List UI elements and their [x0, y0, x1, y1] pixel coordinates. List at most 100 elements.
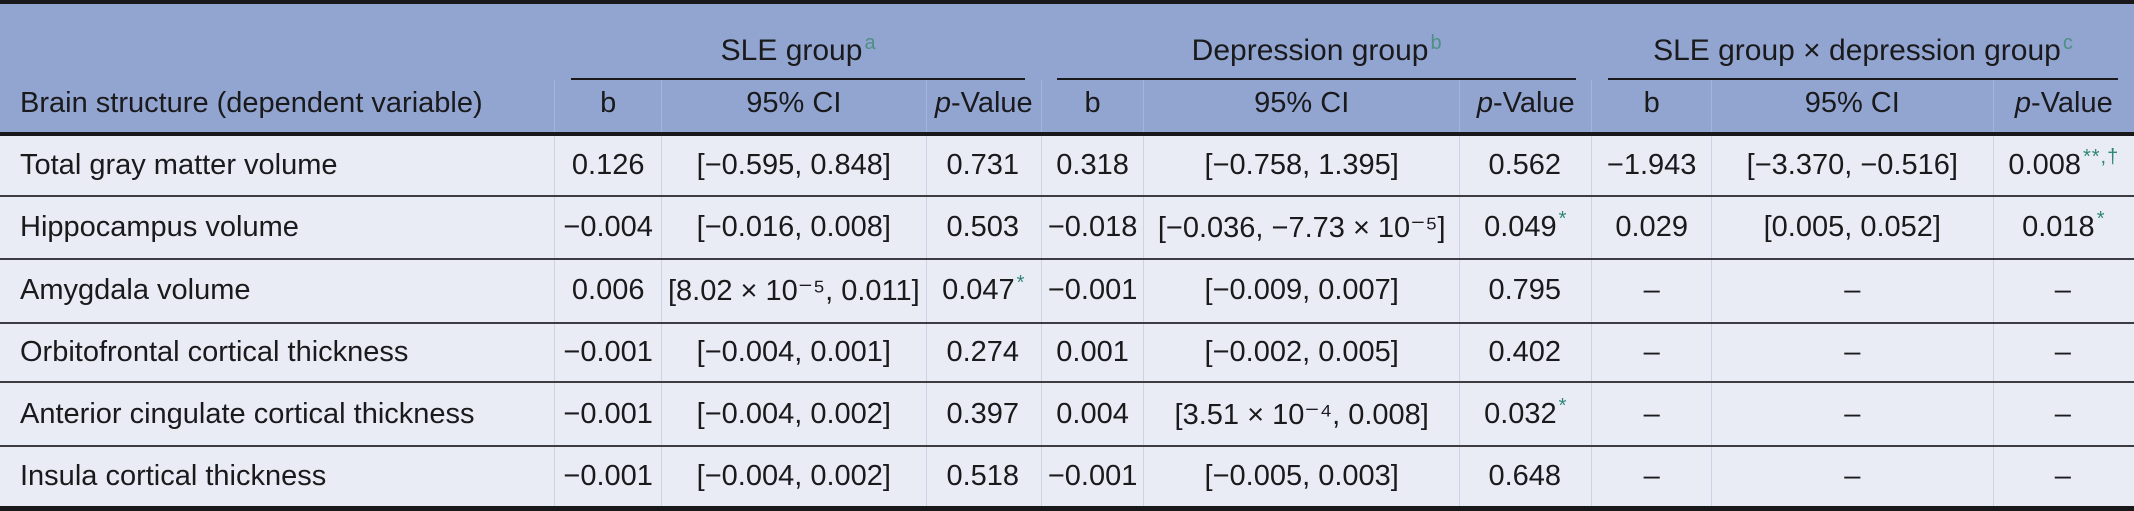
p-value: 0.731 [946, 148, 1020, 181]
row-label: Orbitofrontal cortical thickness [0, 322, 555, 384]
cell-ci-interaction: – [1710, 322, 1994, 384]
cell-p-sle: 0.518 [925, 445, 1042, 509]
group-header-interaction: SLE group × depression group c [1591, 2, 2134, 80]
significance-marker: * [1016, 271, 1026, 294]
column-header-structure: Brain structure (dependent variable) [0, 80, 555, 136]
table-row: Hippocampus volume −0.004 [−0.016, 0.008… [0, 195, 2134, 261]
cell-b-depression: −0.001 [1040, 445, 1144, 509]
group-header-row: SLE group a Depression group b SLE group ×… [0, 2, 2134, 80]
cell-ci-interaction: [−3.370, −0.516] [1710, 134, 1994, 197]
cell-ci-depression: [−0.036, −7.73 × 10⁻⁵] [1143, 195, 1460, 261]
significance-marker: * [1558, 208, 1568, 231]
table-row: Total gray matter volume 0.126 [−0.595, … [0, 134, 2134, 197]
p-value: 0.795 [1488, 274, 1562, 307]
column-header-ci-sle: 95% CI [661, 80, 927, 136]
cell-b-interaction: – [1591, 445, 1712, 509]
footnote-marker-a: a [864, 32, 876, 54]
p-value: 0.402 [1488, 335, 1562, 368]
group-label-sle: SLE group [720, 34, 863, 67]
p-value: 0.274 [946, 335, 1020, 368]
cell-b-interaction: – [1591, 382, 1712, 447]
cell-b-sle: −0.004 [554, 195, 662, 261]
p-italic: p [1476, 86, 1493, 119]
group-label-interaction: SLE group × depression group [1653, 34, 2061, 67]
table-row: Anterior cingulate cortical thickness −0… [0, 382, 2134, 447]
table-row: Insula cortical thickness −0.001 [−0.004… [0, 445, 2134, 509]
column-header-ci-interaction: 95% CI [1710, 80, 1994, 136]
cell-b-sle: 0.126 [554, 134, 662, 197]
cell-p-interaction: 0.018 * [1992, 195, 2134, 261]
significance-marker: * [2096, 208, 2106, 231]
group-label-depression: Depression group [1191, 34, 1429, 67]
table-row: Orbitofrontal cortical thickness −0.001 … [0, 322, 2134, 384]
cell-p-depression: 0.648 [1459, 445, 1592, 509]
p-italic: p [934, 86, 951, 119]
p-italic: p [2014, 86, 2032, 119]
cell-b-sle: −0.001 [554, 382, 662, 447]
column-header-row: Brain structure (dependent variable) b 9… [0, 80, 2134, 136]
p-value: 0.047 [942, 274, 1015, 307]
cell-b-depression: 0.001 [1040, 322, 1144, 384]
p-value: 0.518 [946, 459, 1020, 492]
cell-p-interaction: – [1992, 322, 2134, 384]
cell-b-depression: 0.004 [1040, 382, 1144, 447]
group-header-depression: Depression group b [1041, 2, 1592, 80]
cell-ci-depression: [−0.005, 0.003] [1143, 445, 1460, 509]
cell-ci-depression: [−0.758, 1.395] [1143, 134, 1460, 197]
cell-b-sle: −0.001 [554, 322, 662, 384]
cell-p-sle: 0.274 [925, 322, 1042, 384]
cell-b-interaction: – [1591, 322, 1712, 384]
cell-p-interaction: – [1992, 445, 2134, 509]
p-value: 0.562 [1488, 148, 1562, 181]
cell-p-depression: 0.402 [1459, 322, 1592, 384]
cell-ci-interaction: – [1710, 445, 1994, 509]
p-value: 0.397 [946, 397, 1020, 430]
p-value: – [2054, 459, 2071, 492]
p-value: – [2054, 397, 2071, 430]
p-value: 0.008 [2008, 148, 2081, 181]
footnote-marker-c: c [2062, 32, 2073, 54]
group-header-sle: SLE group a [554, 2, 1042, 80]
column-header-p-interaction: p-Value [1992, 80, 2134, 136]
footnote-marker-b: b [1430, 32, 1442, 54]
p-value: 0.032 [1484, 397, 1557, 430]
cell-b-depression: 0.318 [1040, 134, 1144, 197]
cell-ci-sle: [−0.004, 0.002] [661, 382, 927, 447]
cell-p-depression: 0.032 * [1459, 382, 1592, 447]
row-label: Insula cortical thickness [0, 445, 555, 509]
table-body: Total gray matter volume 0.126 [−0.595, … [0, 134, 2134, 509]
p-value: 0.049 [1484, 210, 1557, 243]
cell-b-interaction: 0.029 [1591, 195, 1712, 261]
significance-marker: **,† [2082, 146, 2120, 169]
cell-p-sle: 0.047 * [925, 259, 1042, 324]
p-rest: -Value [950, 86, 1033, 119]
cell-p-depression: 0.562 [1459, 134, 1592, 197]
cell-ci-depression: [−0.002, 0.005] [1143, 322, 1460, 384]
cell-ci-depression: [−0.009, 0.007] [1143, 259, 1460, 324]
column-header-b-sle: b [554, 80, 662, 136]
column-header-p-sle: p-Value [925, 80, 1042, 136]
cell-p-interaction: – [1992, 382, 2134, 447]
cell-ci-sle: [8.02 × 10⁻⁵, 0.011] [661, 259, 927, 324]
p-value: – [2054, 274, 2071, 307]
p-value: – [2054, 335, 2071, 368]
cell-b-depression: −0.001 [1040, 259, 1144, 324]
cell-p-sle: 0.397 [925, 382, 1042, 447]
column-header-b-depression: b [1040, 80, 1144, 136]
cell-ci-sle: [−0.004, 0.001] [661, 322, 927, 384]
cell-p-depression: 0.049 * [1459, 195, 1592, 261]
row-label: Amygdala volume [0, 259, 555, 324]
cell-b-sle: 0.006 [554, 259, 662, 324]
cell-b-interaction: −1.943 [1591, 134, 1712, 197]
cell-ci-interaction: – [1710, 259, 1994, 324]
cell-ci-interaction: [0.005, 0.052] [1710, 195, 1994, 261]
cell-p-sle: 0.731 [925, 134, 1042, 197]
cell-ci-sle: [−0.595, 0.848] [661, 134, 927, 197]
p-rest: -Value [1493, 86, 1575, 119]
cell-p-depression: 0.795 [1459, 259, 1592, 324]
significance-marker: * [1558, 395, 1568, 418]
cell-b-depression: −0.018 [1040, 195, 1144, 261]
row-label: Hippocampus volume [0, 195, 555, 261]
